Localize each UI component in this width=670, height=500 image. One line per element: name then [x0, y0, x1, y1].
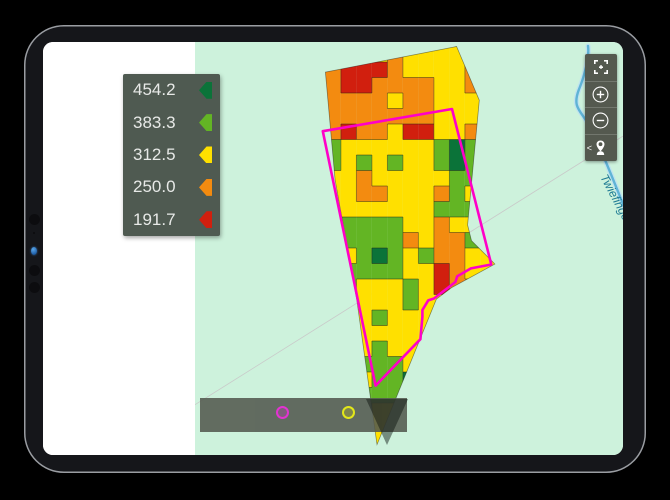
svg-text:Twiefinger Tw: Twiefinger Tw — [597, 172, 623, 244]
